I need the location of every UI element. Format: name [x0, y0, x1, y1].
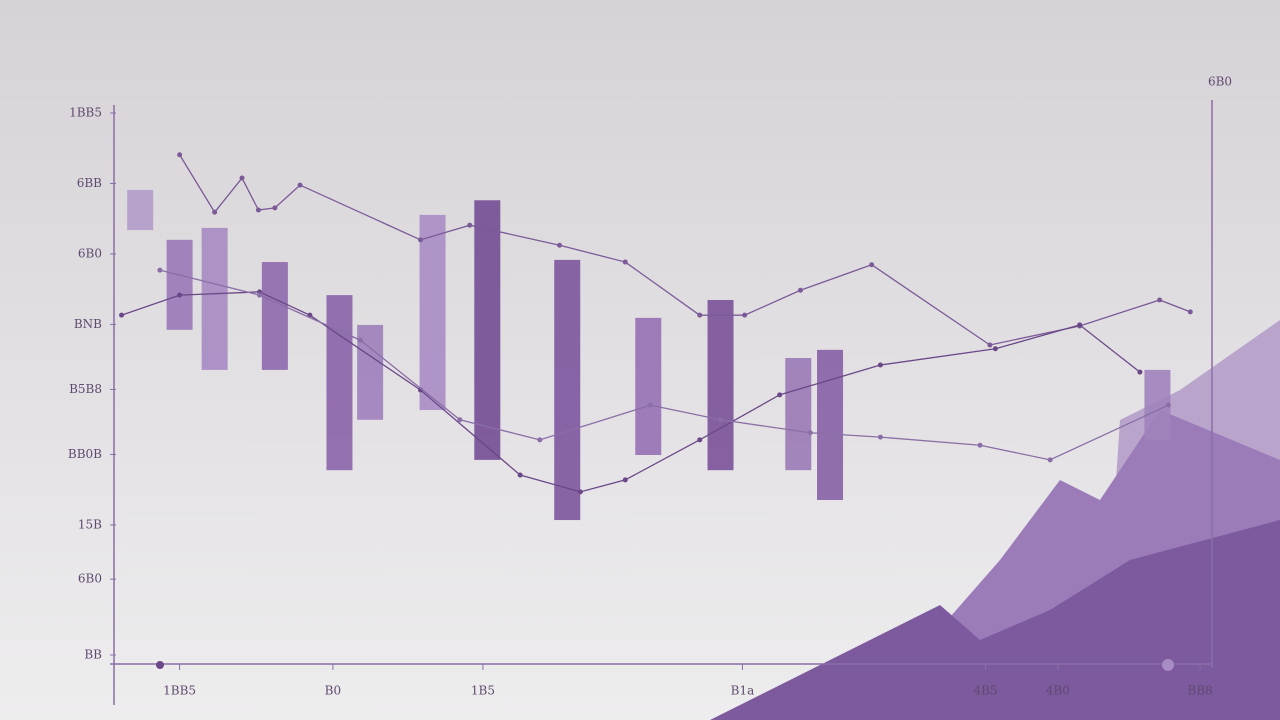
line-point — [239, 175, 245, 181]
line-point — [255, 207, 261, 213]
y-tick-label: BB — [84, 648, 102, 662]
line-point — [869, 262, 875, 268]
line-point — [357, 337, 363, 343]
line — [159, 269, 1169, 461]
line-point — [257, 292, 263, 298]
line-point — [517, 472, 523, 478]
line-point — [797, 287, 803, 293]
y-tick-label: 1BB5 — [69, 106, 102, 120]
bar — [817, 349, 844, 500]
line-point — [297, 182, 303, 188]
line-point — [1047, 457, 1053, 463]
line-point — [622, 477, 628, 483]
line-point — [272, 205, 278, 211]
line-point — [697, 437, 703, 443]
x-tick-label: BB8 — [1188, 684, 1213, 698]
x-tick-label: B0 — [325, 684, 341, 698]
axis-dot — [156, 661, 164, 669]
x-tick-label: B1a — [731, 684, 755, 698]
bar — [635, 317, 662, 456]
line-point — [877, 362, 883, 368]
line-point — [987, 342, 993, 348]
line-point — [992, 346, 998, 352]
line-point — [119, 312, 125, 318]
y-tick-label: BNB — [74, 317, 102, 331]
line-point — [777, 392, 783, 398]
x-tick-label: 1B5 — [471, 684, 495, 698]
line-point — [1187, 309, 1193, 315]
axis-dot — [1162, 659, 1174, 671]
line-point — [212, 209, 218, 215]
y-tick-label: BB0B — [68, 447, 102, 461]
y-tick-label: 15B — [78, 517, 102, 531]
line-point — [877, 434, 883, 440]
line-point — [177, 292, 183, 298]
bar — [707, 299, 734, 471]
line-point — [1157, 297, 1163, 303]
line-point — [418, 237, 424, 243]
bar — [201, 227, 228, 370]
line-point — [742, 312, 748, 318]
bar — [166, 239, 193, 330]
line — [179, 154, 1191, 346]
line-point — [807, 430, 813, 436]
annotation: 6B0 — [1208, 75, 1232, 89]
line-point — [1165, 402, 1171, 408]
line-point — [622, 259, 628, 265]
line-point — [157, 267, 163, 273]
y-tick-label: 6B0 — [78, 572, 102, 586]
x-tick-label: 4B5 — [973, 684, 997, 698]
line-point — [177, 152, 183, 158]
bar — [326, 295, 353, 471]
line-point — [457, 417, 463, 423]
line — [121, 291, 1141, 493]
x-tick-label: 1BB5 — [163, 684, 196, 698]
line-point — [718, 417, 724, 423]
line-point — [977, 442, 983, 448]
bar — [785, 357, 812, 471]
line-point — [697, 312, 703, 318]
line-point — [467, 222, 473, 228]
bar — [419, 214, 446, 411]
y-tick-label: 6B0 — [78, 246, 102, 260]
line-point — [557, 242, 563, 248]
bar — [474, 200, 501, 460]
x-tick-label: 4B0 — [1046, 684, 1070, 698]
y-tick-label: B5B8 — [69, 382, 102, 396]
bar — [261, 262, 288, 370]
bar — [127, 189, 154, 231]
bar — [554, 259, 581, 521]
line-point — [1077, 322, 1083, 328]
line-point — [577, 489, 583, 495]
mountain-front — [710, 520, 1280, 720]
y-tick-label: 6BB — [77, 176, 102, 190]
line-point — [537, 437, 543, 443]
line-point — [647, 402, 653, 408]
line-point — [1137, 369, 1143, 375]
